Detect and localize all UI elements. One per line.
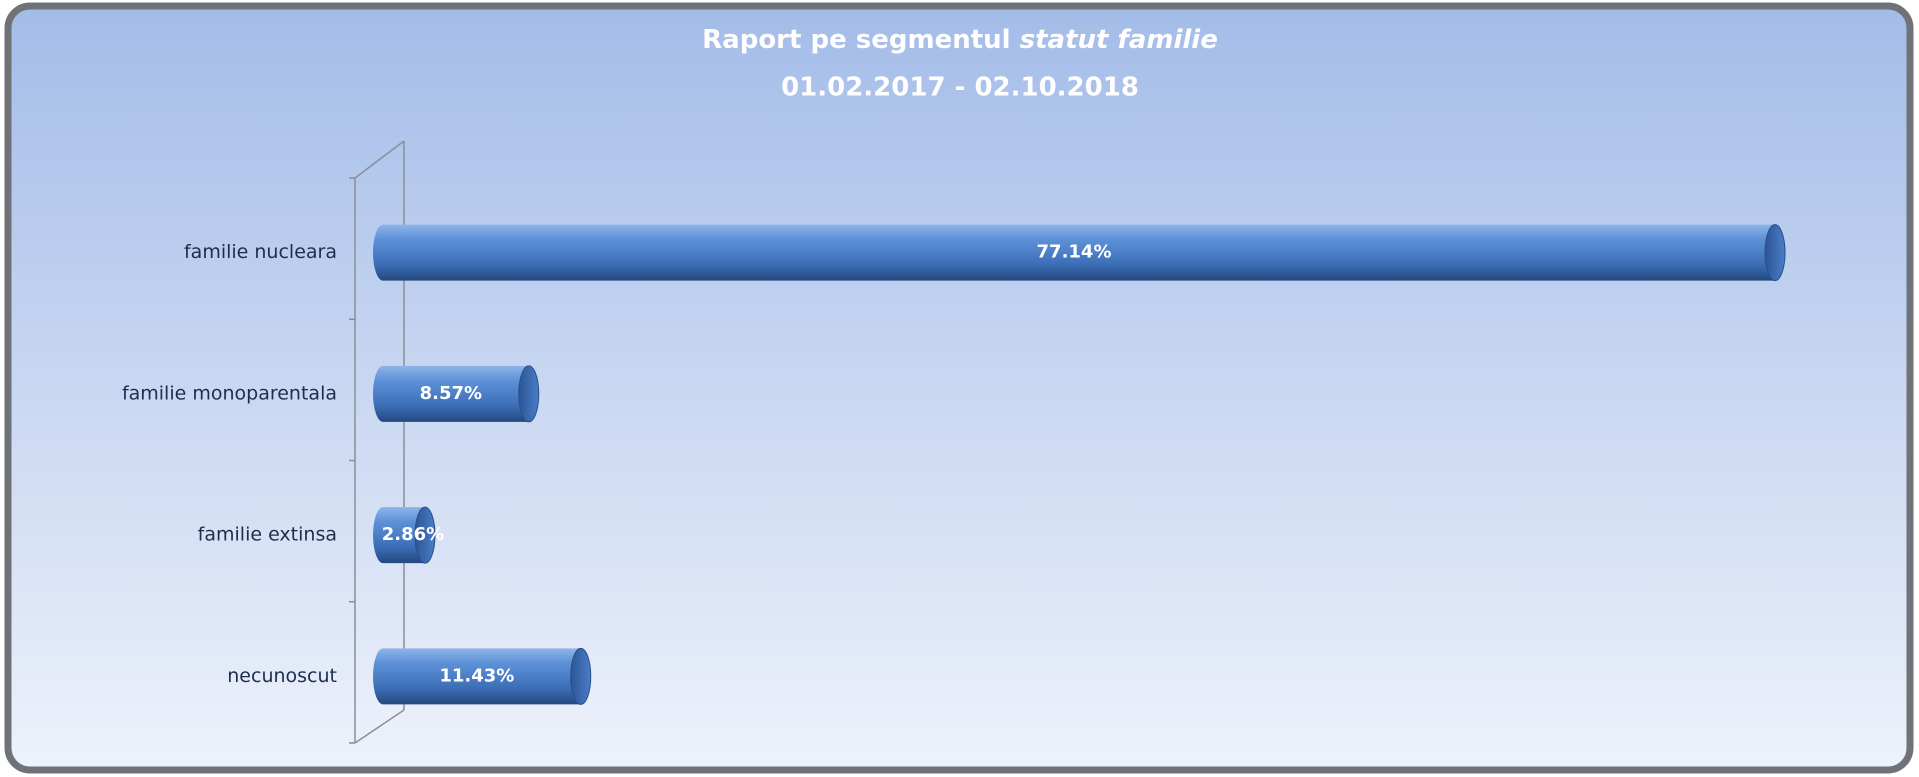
bar-cap: [1764, 224, 1786, 282]
bar-body: [373, 507, 425, 564]
category-label: familie extinsa: [198, 524, 337, 546]
title-text: Raport pe segmentul: [702, 25, 1010, 55]
chart-title: Raport pe segmentul statut familie: [702, 25, 1218, 55]
bar: [373, 506, 436, 564]
bar-cap: [518, 365, 540, 423]
bar: [373, 365, 540, 423]
value-label: 77.14%: [1037, 242, 1112, 263]
bar-cap: [570, 647, 592, 705]
bar: [373, 224, 1786, 282]
value-label: 8.57%: [420, 383, 482, 404]
bar-body: [373, 648, 581, 705]
title-emphasis: statut familie: [1020, 25, 1218, 55]
bar-body: [373, 224, 1776, 281]
chart-frame: [4, 2, 1914, 774]
chart-subtitle: 01.02.2017 - 02.10.2018: [781, 73, 1139, 103]
bar-body: [373, 365, 529, 422]
category-label: familie monoparentala: [122, 382, 337, 404]
bar-cap: [414, 506, 436, 564]
category-label: familie nucleara: [184, 241, 337, 263]
category-label: necunoscut: [227, 665, 337, 687]
value-label: 11.43%: [439, 665, 514, 686]
bar: [373, 647, 592, 705]
value-label: 2.86%: [382, 524, 444, 545]
